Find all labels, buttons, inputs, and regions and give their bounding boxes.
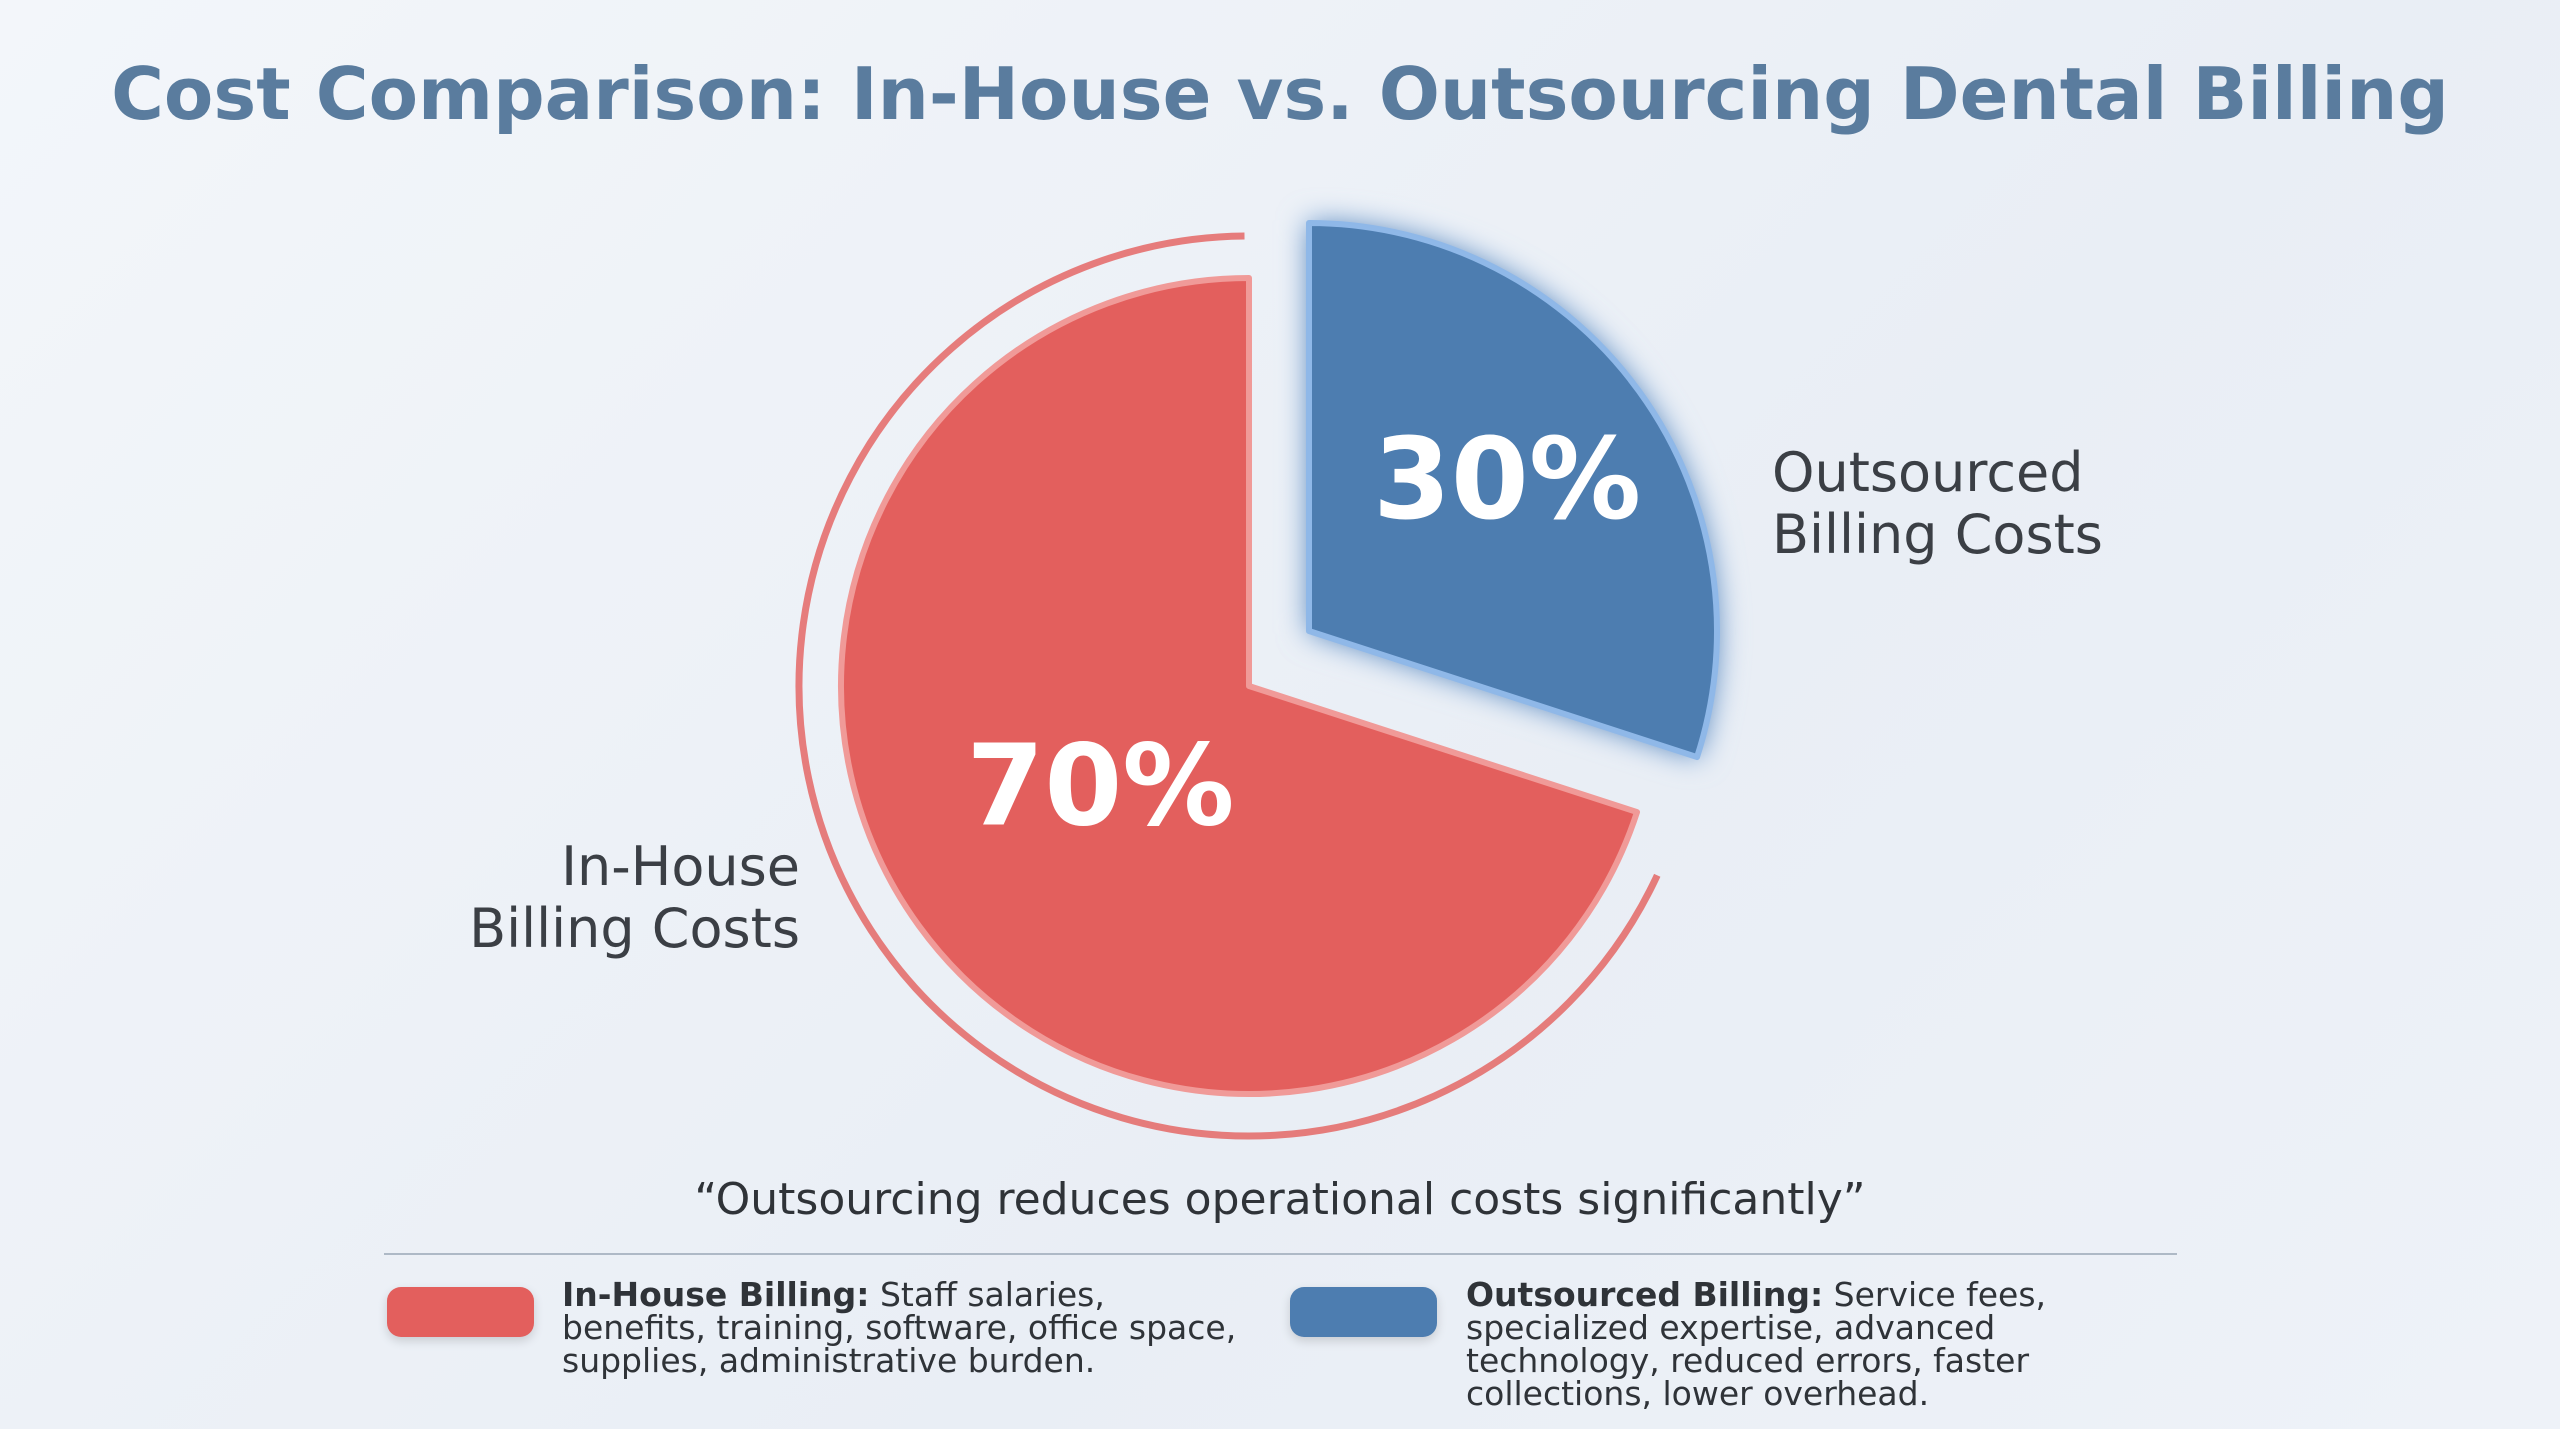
legend-entry: In-House Billing: Staff salaries, benefi…: [562, 1278, 1242, 1377]
pie-slice: [838, 275, 1641, 1097]
divider: [384, 1253, 2177, 1255]
legend-entry: Outsourced Billing: Service fees, specia…: [1466, 1278, 2146, 1410]
legend-swatch: [1290, 1287, 1437, 1337]
category-label: In-House Billing Costs: [469, 835, 800, 961]
chart-title: Cost Comparison: In-House vs. Outsourcin…: [111, 52, 2449, 136]
legend-text: Staff salaries, benefits, training, soft…: [562, 1275, 1237, 1380]
legend-swatch: [387, 1287, 534, 1337]
value-label: 30%: [1373, 415, 1641, 545]
category-label: Outsourced Billing Costs: [1772, 441, 2103, 567]
legend-text: Service fees, specialized expertise, adv…: [1466, 1275, 2047, 1413]
legend-label: Outsourced Billing:: [1466, 1275, 1824, 1314]
legend-label: In-House Billing:: [562, 1275, 870, 1314]
caption: “Outsourcing reduces operational costs s…: [694, 1174, 1866, 1225]
decor-ring: [795, 232, 1661, 1140]
pie-slice: [1306, 220, 1720, 761]
value-label: 70%: [966, 722, 1234, 852]
